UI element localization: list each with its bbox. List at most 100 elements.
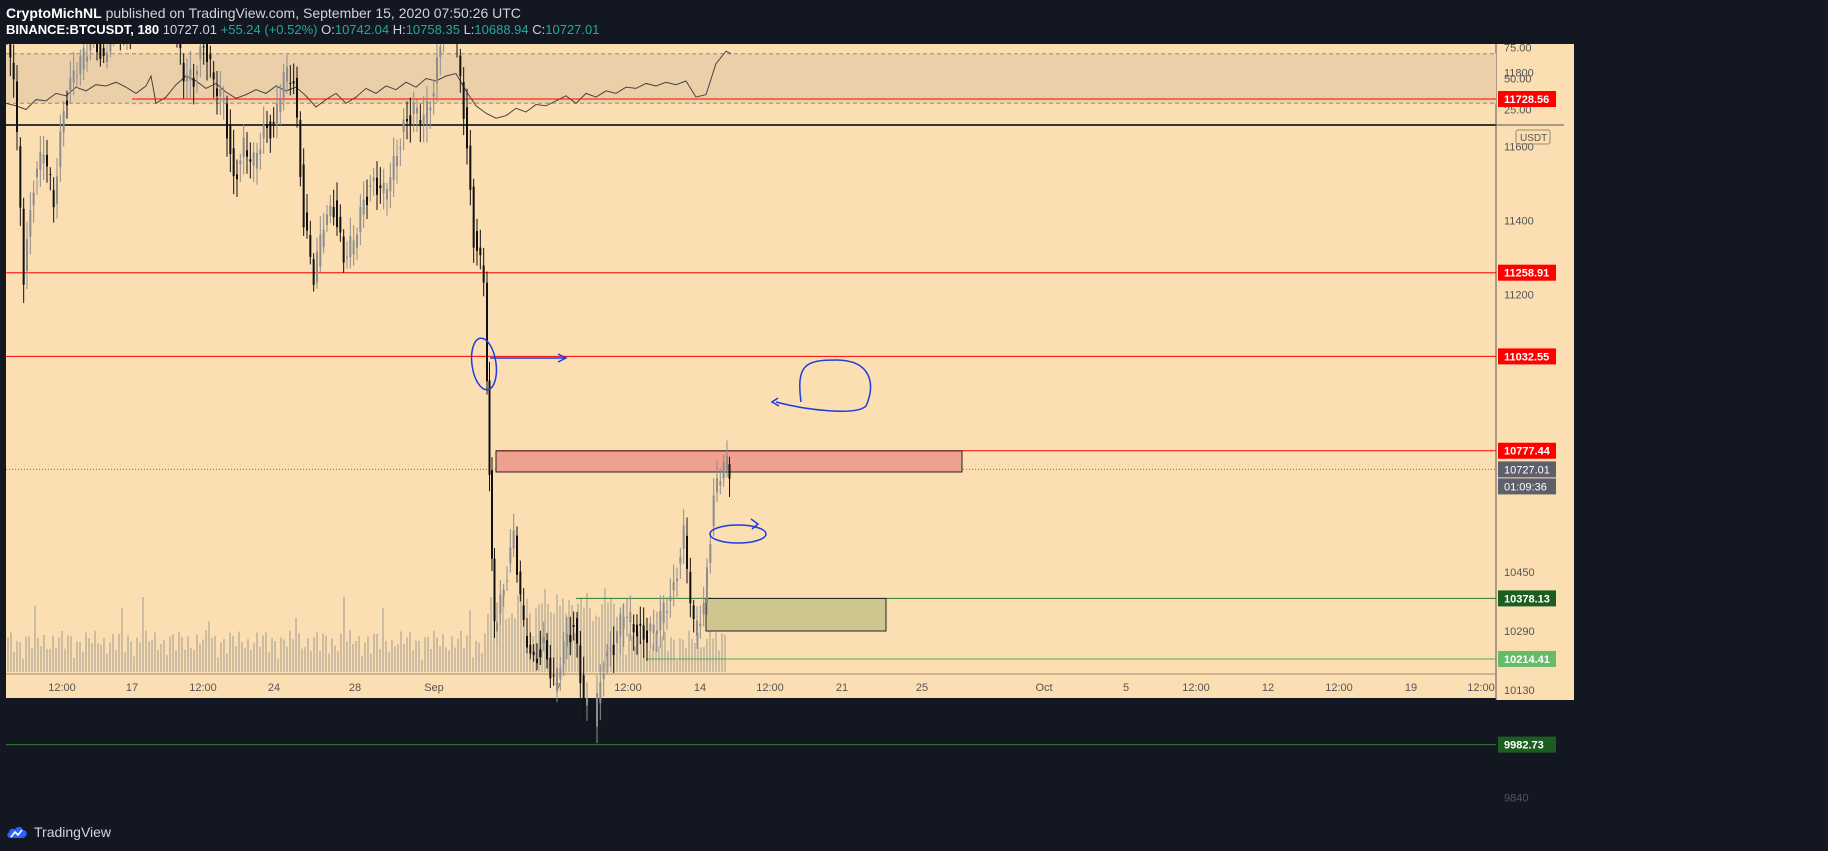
candle-body bbox=[229, 125, 232, 155]
candle-body bbox=[516, 535, 518, 575]
level-label-box bbox=[1498, 91, 1556, 108]
candle-body bbox=[689, 571, 692, 604]
candle-body bbox=[602, 673, 605, 680]
close-value: 10727.01 bbox=[545, 22, 600, 37]
candle-body bbox=[332, 206, 335, 218]
time-tick-label: 21 bbox=[836, 682, 848, 694]
candle-body bbox=[62, 111, 65, 133]
level-label: 9982.73 bbox=[1504, 740, 1544, 752]
level-label: 10777.44 bbox=[1504, 446, 1551, 458]
candle-body bbox=[556, 667, 558, 692]
candle-body bbox=[502, 589, 505, 597]
candle-body bbox=[216, 88, 218, 97]
candle-body bbox=[269, 121, 272, 139]
tradingview-logo[interactable]: TradingView bbox=[6, 824, 111, 840]
time-tick-label: 12:00 bbox=[48, 682, 76, 694]
annotation-circle bbox=[470, 337, 498, 391]
rsi-tick-label: 75.00 bbox=[1504, 44, 1532, 55]
candle-body bbox=[482, 265, 485, 283]
candle-body bbox=[96, 44, 98, 53]
time-tick-label: 12:00 bbox=[756, 682, 784, 694]
candle-body bbox=[352, 240, 355, 255]
candle-body bbox=[432, 92, 435, 97]
candle-body bbox=[662, 602, 665, 624]
candle-body bbox=[522, 605, 525, 620]
candle-body bbox=[322, 229, 325, 248]
candle-body bbox=[252, 152, 255, 166]
chart-frame[interactable]: 75.0050.0025.001280012600124001220012000… bbox=[6, 44, 1822, 814]
ohlc-line: BINANCE:BTCUSDT, 180 10727.01 +55.24 (+0… bbox=[6, 22, 600, 37]
candle-body bbox=[369, 185, 372, 188]
candle-body bbox=[459, 55, 462, 77]
candle-body bbox=[259, 149, 262, 154]
candle-body bbox=[493, 558, 496, 622]
candle-body bbox=[276, 103, 278, 126]
candle-body bbox=[376, 177, 378, 195]
candle-body bbox=[599, 682, 602, 704]
rsi-line bbox=[6, 50, 732, 119]
candle-body bbox=[669, 596, 672, 602]
candle-body bbox=[9, 44, 12, 58]
price-tick-label: 11600 bbox=[1504, 142, 1534, 154]
candle-body bbox=[526, 635, 528, 648]
candle-body bbox=[539, 649, 542, 658]
candle-body bbox=[262, 124, 265, 139]
candle-body bbox=[562, 641, 565, 665]
candle-body bbox=[99, 44, 102, 59]
price-tick-label: 10450 bbox=[1504, 567, 1535, 579]
candle-body bbox=[29, 210, 32, 237]
candle-body bbox=[509, 547, 512, 564]
candle-body bbox=[12, 62, 15, 80]
annotation-oval bbox=[709, 524, 767, 544]
annotation-oval-head bbox=[750, 518, 760, 530]
candle-body bbox=[212, 72, 215, 80]
candle-body bbox=[491, 470, 493, 559]
candle-body bbox=[488, 380, 491, 475]
candle-body bbox=[309, 235, 312, 257]
author-name[interactable]: CryptoMichNL bbox=[6, 5, 102, 21]
candle-body bbox=[396, 156, 398, 167]
candle-body bbox=[696, 620, 698, 636]
candle-body bbox=[226, 103, 228, 139]
candle-body bbox=[606, 652, 608, 657]
candle-body bbox=[679, 556, 682, 564]
time-tick-label: 12:00 bbox=[614, 682, 642, 694]
candle-body bbox=[249, 159, 252, 162]
time-tick-label: 12:00 bbox=[1467, 682, 1495, 694]
candle-body bbox=[472, 186, 475, 248]
rsi-tick-label: 25.00 bbox=[1504, 105, 1532, 117]
candle-body bbox=[36, 168, 38, 178]
candle-body bbox=[379, 185, 382, 189]
candle-body bbox=[306, 212, 308, 231]
high-label: H: bbox=[392, 22, 406, 37]
candle-body bbox=[219, 88, 222, 97]
candle-body bbox=[569, 635, 572, 643]
close-label: C: bbox=[532, 22, 546, 37]
candle-body bbox=[356, 234, 358, 248]
level-label-box bbox=[1498, 590, 1556, 607]
candle-body bbox=[429, 107, 432, 111]
candle-body bbox=[22, 208, 25, 285]
time-tick-label: 12:00 bbox=[1325, 682, 1353, 694]
level-label-box bbox=[1498, 736, 1556, 753]
candle-body bbox=[182, 62, 185, 82]
candle-body bbox=[586, 698, 588, 706]
time-tick-label: Sep bbox=[424, 682, 444, 694]
candle-body bbox=[402, 119, 405, 133]
price-tick-label: 11800 bbox=[1504, 68, 1534, 80]
candle-body bbox=[722, 462, 725, 479]
candle-body bbox=[46, 154, 48, 167]
candle-body bbox=[506, 580, 508, 582]
level-label-box bbox=[1498, 348, 1556, 365]
candle-body bbox=[76, 75, 78, 77]
candle-body bbox=[179, 44, 182, 49]
price-tick-label: 9840 bbox=[1504, 792, 1528, 804]
level-label: 10378.13 bbox=[1504, 593, 1550, 605]
time-tick-label: 14 bbox=[694, 682, 706, 694]
chart-svg[interactable]: 75.0050.0025.001280012600124001220012000… bbox=[6, 44, 1822, 814]
time-tick-label: 5 bbox=[1123, 682, 1129, 694]
candle-body bbox=[222, 97, 225, 102]
candle-body bbox=[26, 239, 28, 272]
candle-body bbox=[496, 621, 498, 632]
candle-body bbox=[409, 115, 412, 125]
